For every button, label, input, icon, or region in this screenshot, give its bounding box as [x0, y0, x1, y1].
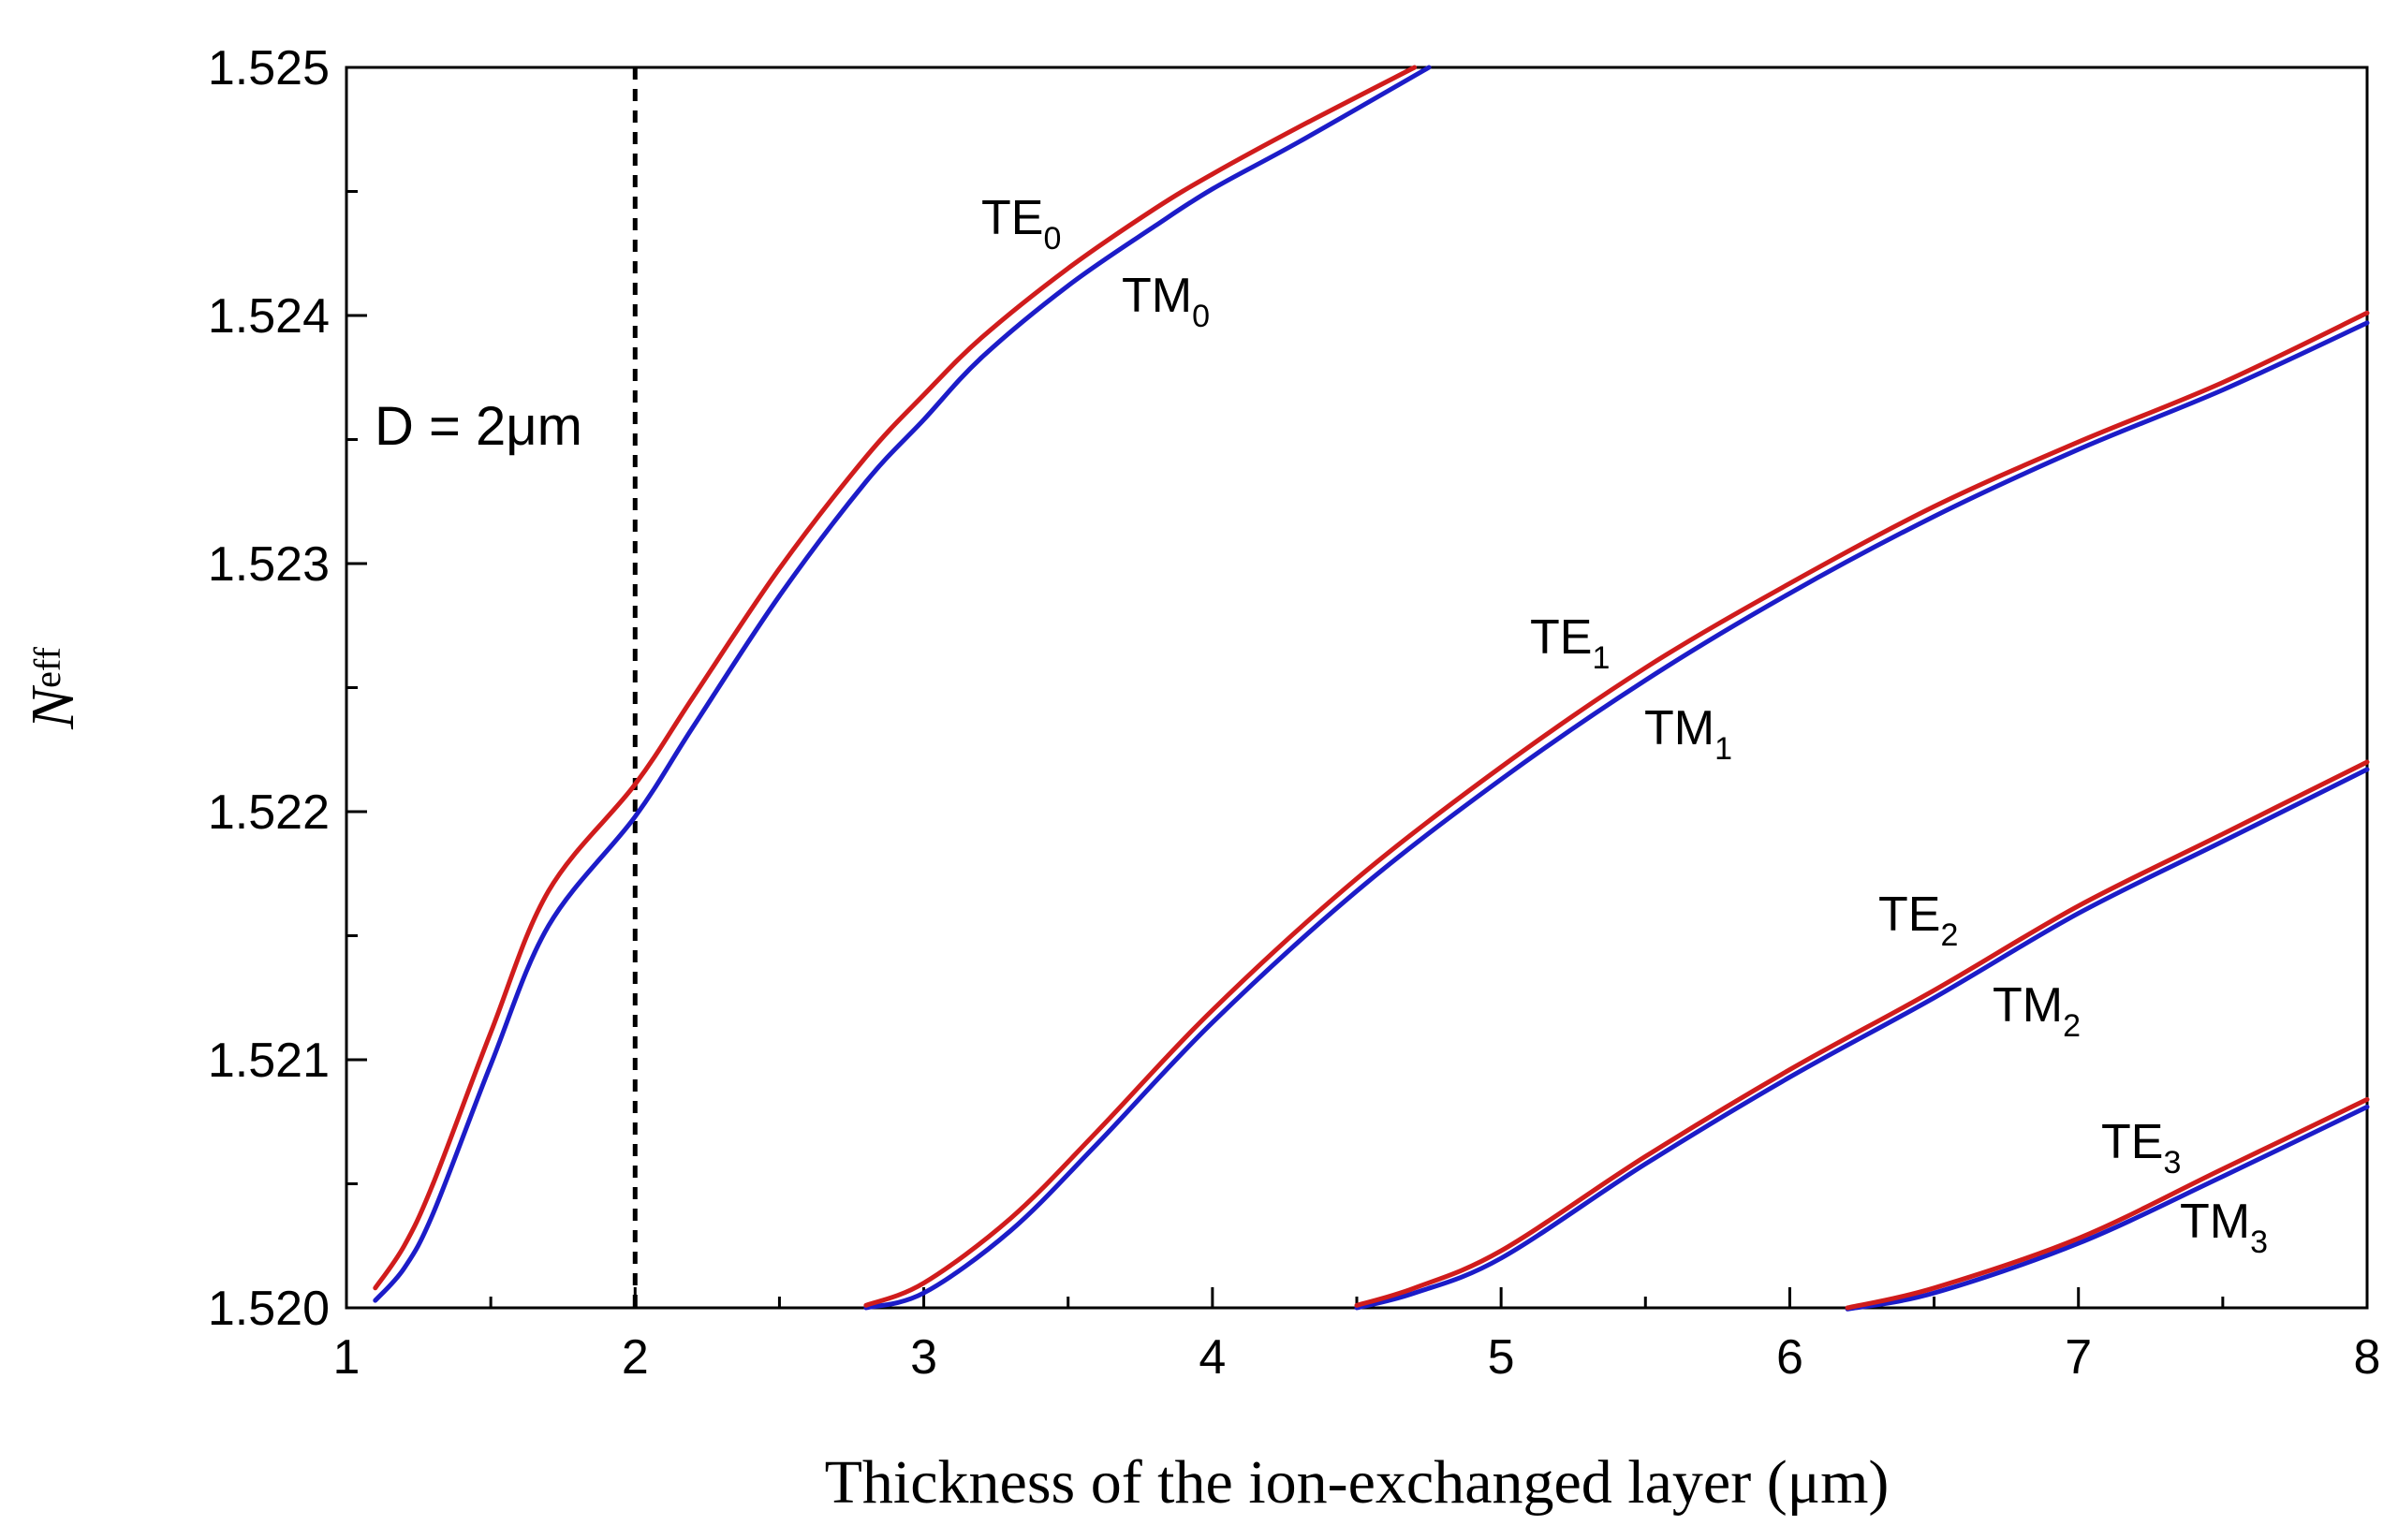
- label-tm0: TM0: [1122, 269, 1210, 334]
- label-te2-base: TE: [1878, 887, 1940, 942]
- series-line-tm1: [863, 320, 2370, 1311]
- label-te1-base: TE: [1530, 610, 1592, 665]
- series-line-tm2: [1354, 767, 2370, 1311]
- label-te2: TE2: [1878, 887, 1958, 953]
- y-tick-label: 1.523: [208, 537, 330, 592]
- y-axis-title-main: N: [19, 684, 87, 730]
- x-tick-label: 6: [1776, 1330, 1803, 1385]
- label-te3-sub: 3: [2163, 1145, 2181, 1181]
- x-tick-label: 4: [1199, 1330, 1226, 1385]
- label-tm3-sub: 3: [2250, 1225, 2268, 1260]
- y-tick-label: 1.522: [208, 785, 330, 840]
- series-line-te3: [1845, 1096, 2370, 1311]
- x-tick-label: 7: [2065, 1330, 2092, 1385]
- series-line-te2: [1354, 759, 2370, 1308]
- label-te1-sub: 1: [1592, 640, 1610, 676]
- label-tm1-base: TM: [1644, 701, 1714, 755]
- plot-frame: [345, 66, 2369, 1310]
- label-tm0-sub: 0: [1192, 299, 1210, 334]
- label-tm3: TM3: [2180, 1195, 2268, 1260]
- label-tm1: TM1: [1644, 701, 1732, 767]
- x-tick-label: 8: [2354, 1330, 2381, 1385]
- label-te3: TE3: [2101, 1115, 2181, 1181]
- label-tm2-sub: 2: [2063, 1008, 2081, 1044]
- label-te1: TE1: [1530, 610, 1610, 676]
- series-layer: [373, 65, 2370, 1312]
- y-axis-title: Neff: [19, 646, 87, 729]
- label-te0-base: TE: [981, 191, 1043, 245]
- label-tm2: TM2: [1993, 978, 2081, 1044]
- x-tick-label: 5: [1488, 1330, 1515, 1385]
- y-tick-label: 1.524: [208, 289, 330, 344]
- series-line-te0: [373, 65, 1418, 1291]
- label-te0: TE0: [981, 191, 1061, 257]
- y-axis: 1.520 1.521 1.522 1.523 1.524 1.525: [208, 41, 367, 1336]
- series-line-tm0: [373, 65, 1432, 1303]
- label-tm2-base: TM: [1993, 978, 2063, 1033]
- label-tm3-base: TM: [2180, 1195, 2250, 1249]
- x-tick-label: 1: [333, 1330, 360, 1385]
- reference-line-label: D = 2μm: [375, 396, 582, 457]
- y-tick-label: 1.520: [208, 1282, 330, 1336]
- label-te2-sub: 2: [1940, 917, 1958, 953]
- y-tick-label: 1.525: [208, 41, 330, 95]
- y-axis-title-sub: eff: [26, 646, 68, 687]
- label-tm1-sub: 1: [1714, 731, 1732, 767]
- series-line-te1: [863, 310, 2370, 1308]
- y-tick-label: 1.521: [208, 1034, 330, 1088]
- series-line-tm3: [1845, 1104, 2370, 1312]
- x-axis-title: Thickness of the ion-exchanged layer (μm…: [825, 1448, 1890, 1517]
- label-te0-sub: 0: [1043, 221, 1061, 257]
- x-tick-label: 2: [622, 1330, 649, 1385]
- label-tm0-base: TM: [1122, 269, 1192, 323]
- x-axis: 1 2 3 4 5 6 7 8: [333, 1287, 2381, 1385]
- x-tick-label: 3: [910, 1330, 937, 1385]
- label-te3-base: TE: [2101, 1115, 2163, 1169]
